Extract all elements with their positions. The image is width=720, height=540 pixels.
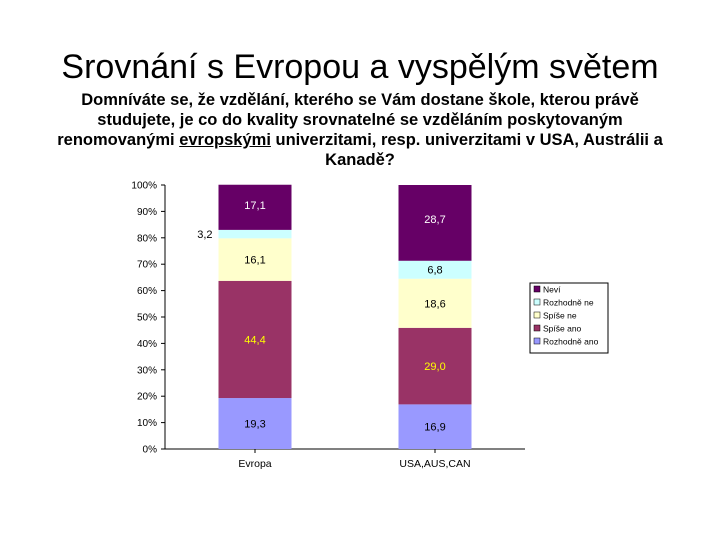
bar-segment <box>218 184 292 230</box>
y-tick-label: 70% <box>137 260 157 271</box>
bar-segment <box>218 229 292 239</box>
y-tick-label: 0% <box>143 445 158 456</box>
bar-segment <box>398 278 472 328</box>
data-label: 16,9 <box>424 422 445 434</box>
legend-box <box>529 282 609 354</box>
legend-label: Rozhodně ne <box>543 298 594 308</box>
x-tick-label: USA,AUS,CAN <box>399 458 470 470</box>
data-label: 17,1 <box>244 200 265 212</box>
data-label: 6,8 <box>427 265 442 277</box>
data-label: 16,1 <box>244 255 265 267</box>
y-tick-label: 10% <box>137 418 157 429</box>
legend-swatch <box>533 324 541 332</box>
bar-segment <box>398 327 472 405</box>
bar-segment <box>218 238 292 281</box>
data-label: 29,0 <box>424 361 445 373</box>
legend-swatch <box>533 285 541 293</box>
y-tick-label: 100% <box>131 181 157 192</box>
data-label: 3,2 <box>197 229 212 241</box>
bar-segment <box>398 260 472 279</box>
legend-swatch <box>533 311 541 319</box>
y-tick-label: 30% <box>137 365 157 376</box>
legend-label: Spíše ne <box>543 311 577 321</box>
question-text-2: univerzitami, resp. univerzitami v USA, … <box>270 131 663 169</box>
y-tick-label: 80% <box>137 233 157 244</box>
bar-segment <box>398 404 472 449</box>
data-label: 28,7 <box>424 214 445 226</box>
bar-segment <box>218 280 292 399</box>
legend-label: Spíše ano <box>543 324 582 334</box>
bar-segment <box>398 185 472 261</box>
slide-title: Srovnání s Evropou a vyspělým světem <box>61 48 659 86</box>
y-tick-label: 50% <box>137 313 157 324</box>
data-label: 44,4 <box>244 334 265 346</box>
y-tick-label: 60% <box>137 286 157 297</box>
bar-segment <box>218 398 292 449</box>
y-tick-label: 90% <box>137 207 157 218</box>
question-underlined-word: evropskými <box>179 131 271 149</box>
data-label: 18,6 <box>424 298 445 310</box>
legend-label: Neví <box>543 285 561 295</box>
legend-label: Rozhodně ano <box>543 337 599 347</box>
x-tick-label: Evropa <box>238 458 271 470</box>
legend-swatch <box>533 298 541 306</box>
legend-swatch <box>533 337 541 345</box>
question-text-1: Domníváte se, že vzdělání, kterého se Vá… <box>57 91 639 149</box>
survey-question: Domníváte se, že vzdělání, kterého se Vá… <box>50 90 670 170</box>
data-label: 19,3 <box>244 419 265 431</box>
y-tick-label: 40% <box>137 339 157 350</box>
y-tick-label: 20% <box>137 392 157 403</box>
